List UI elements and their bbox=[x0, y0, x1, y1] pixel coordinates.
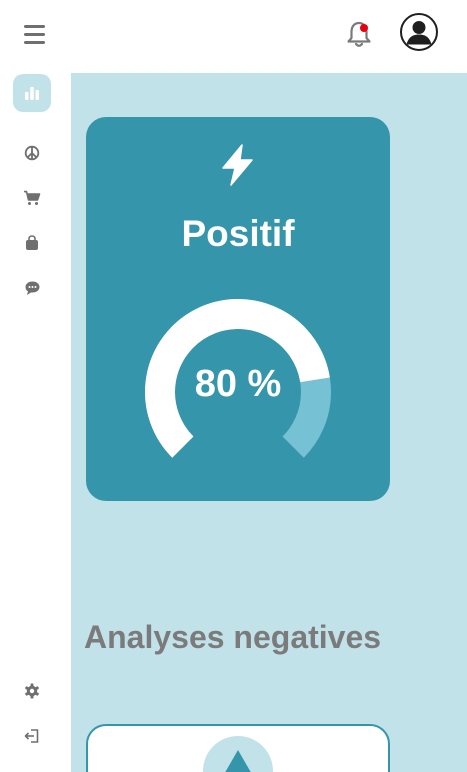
bar-chart-icon bbox=[25, 87, 39, 100]
shopping-bag-icon bbox=[26, 235, 38, 250]
sidebar-item-cart[interactable] bbox=[13, 179, 51, 217]
peace-icon bbox=[24, 145, 40, 161]
card-title: Positif bbox=[181, 213, 295, 254]
logout-icon bbox=[24, 729, 39, 743]
chat-icon bbox=[25, 281, 39, 295]
sidebar-item-shop[interactable] bbox=[13, 224, 51, 262]
sidebar-item-settings[interactable] bbox=[13, 672, 51, 710]
hamburger-menu-icon[interactable] bbox=[24, 25, 46, 45]
gear-icon bbox=[25, 683, 39, 699]
section-title: Analyses negatives bbox=[84, 619, 382, 655]
progress-gauge bbox=[145, 299, 331, 458]
user-avatar-icon[interactable] bbox=[400, 13, 438, 51]
lightning-bolt-icon bbox=[222, 144, 253, 186]
top-bar bbox=[0, 0, 467, 73]
main-content: Positif 80 % Analyses negatives bbox=[71, 73, 467, 772]
positive-analysis-card: Positif 80 % bbox=[86, 117, 390, 501]
sidebar-item-peace[interactable] bbox=[13, 134, 51, 172]
sidebar-item-logout[interactable] bbox=[13, 717, 51, 755]
triangle-up-icon bbox=[223, 750, 253, 772]
sidebar-item-chat[interactable] bbox=[13, 269, 51, 307]
notification-dot bbox=[360, 24, 368, 32]
bell-icon[interactable] bbox=[345, 19, 373, 49]
cart-icon bbox=[24, 190, 41, 205]
sidebar bbox=[0, 73, 71, 772]
negative-analysis-card bbox=[86, 724, 390, 772]
sidebar-item-dashboard[interactable] bbox=[13, 74, 51, 112]
gauge-value: 80 % bbox=[194, 363, 282, 405]
gauge-fill bbox=[145, 299, 330, 458]
